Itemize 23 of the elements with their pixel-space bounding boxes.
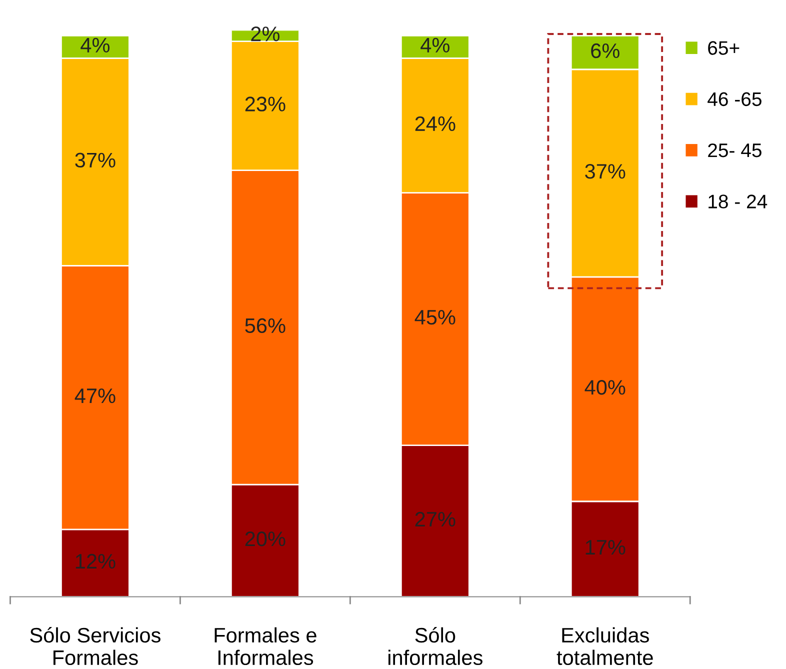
data-label: 45% bbox=[414, 310, 456, 325]
legend-label: 25- 45 bbox=[708, 143, 762, 158]
data-label: 6% bbox=[591, 43, 620, 58]
data-label: 20% bbox=[245, 531, 286, 546]
data-label: 4% bbox=[420, 38, 450, 52]
x-tick-label: Sólo informales bbox=[388, 627, 482, 666]
x-tick-label: Excluidas totalmente bbox=[556, 627, 653, 666]
data-label: 47% bbox=[74, 388, 116, 404]
data-label: 37% bbox=[75, 152, 116, 168]
data-label: 27% bbox=[415, 512, 456, 527]
x-tick-label: Sólo Servicios Formales bbox=[30, 627, 160, 666]
data-label: 24% bbox=[415, 116, 456, 131]
legend-label: 46 -65 bbox=[708, 92, 762, 106]
x-tick-label: Formales e Informales bbox=[214, 627, 316, 666]
legend-label: 65+ bbox=[708, 41, 740, 55]
data-label: 17% bbox=[586, 540, 626, 555]
data-label: 37% bbox=[585, 164, 626, 179]
data-label: 23% bbox=[245, 96, 286, 112]
data-label: 56% bbox=[245, 318, 286, 334]
data-label: 12% bbox=[76, 554, 116, 569]
data-label: 4% bbox=[80, 38, 110, 52]
data-label: 40% bbox=[584, 380, 626, 395]
legend-label: 18 - 24 bbox=[708, 194, 768, 208]
